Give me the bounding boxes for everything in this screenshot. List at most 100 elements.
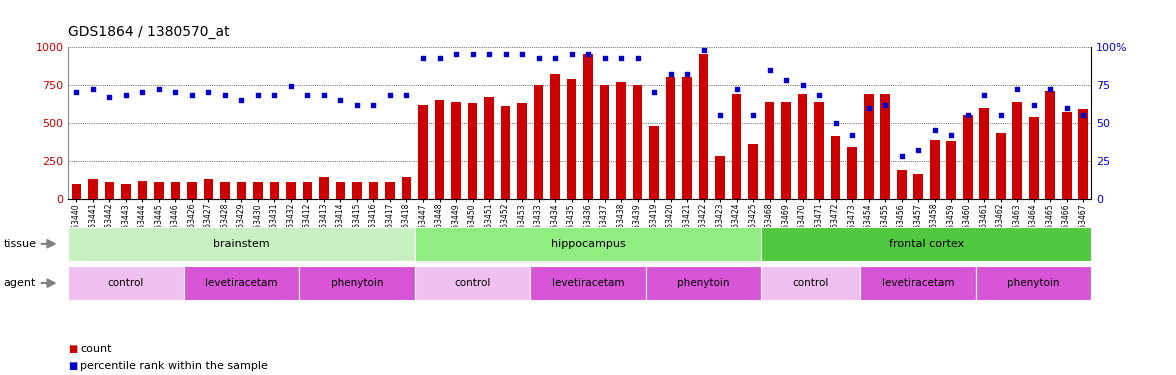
Point <box>447 51 466 57</box>
Point <box>628 54 647 60</box>
Point <box>1057 105 1076 111</box>
Bar <box>72 184 81 199</box>
Bar <box>600 85 609 199</box>
Text: agent: agent <box>4 278 36 288</box>
Bar <box>435 100 445 199</box>
Bar <box>699 54 708 199</box>
Bar <box>633 85 642 199</box>
Point <box>926 128 944 134</box>
Bar <box>616 82 626 199</box>
Text: phenytoin: phenytoin <box>677 278 730 288</box>
Bar <box>236 182 247 199</box>
Point <box>612 54 630 60</box>
Text: phenytoin: phenytoin <box>330 278 383 288</box>
Point <box>793 82 811 88</box>
Bar <box>269 182 280 199</box>
Point <box>133 90 152 96</box>
Point <box>496 51 515 57</box>
Point <box>876 102 895 108</box>
Point <box>381 93 400 99</box>
Point <box>1041 86 1060 92</box>
Text: percentile rank within the sample: percentile rank within the sample <box>80 361 268 370</box>
Bar <box>896 170 907 199</box>
Point <box>991 112 1010 118</box>
Bar <box>847 147 857 199</box>
Bar <box>485 97 494 199</box>
Bar <box>187 182 196 199</box>
Bar <box>352 182 362 199</box>
Point <box>199 90 218 96</box>
Bar <box>385 182 395 199</box>
Bar <box>286 182 296 199</box>
Text: hippocampus: hippocampus <box>550 239 626 249</box>
Point <box>265 93 283 99</box>
Point <box>397 93 416 99</box>
Text: GDS1864 / 1380570_at: GDS1864 / 1380570_at <box>68 26 229 39</box>
Bar <box>417 105 428 199</box>
Point <box>710 112 729 118</box>
Point <box>1074 112 1093 118</box>
Bar <box>963 115 973 199</box>
Point <box>809 93 828 99</box>
Point <box>677 71 696 77</box>
Bar <box>764 102 775 199</box>
Point <box>314 93 334 99</box>
Bar <box>715 156 724 199</box>
Bar <box>929 140 940 199</box>
Point <box>166 90 185 96</box>
Bar <box>947 141 956 199</box>
Text: ■: ■ <box>68 344 78 354</box>
Bar <box>452 102 461 199</box>
Point <box>348 102 367 108</box>
Point <box>67 90 86 96</box>
Bar <box>1029 117 1038 199</box>
Text: levetiracetam: levetiracetam <box>552 278 624 288</box>
Bar <box>814 102 824 199</box>
Point <box>149 86 168 92</box>
Bar <box>401 177 412 199</box>
Point <box>975 93 994 99</box>
Point <box>100 94 119 100</box>
Bar <box>138 180 147 199</box>
Point <box>546 54 564 60</box>
Point <box>480 51 499 57</box>
Bar <box>567 79 576 199</box>
Bar <box>797 94 808 199</box>
Bar <box>302 182 313 199</box>
Bar <box>154 182 163 199</box>
Bar <box>1062 112 1071 199</box>
Bar <box>534 85 543 199</box>
Point <box>579 51 597 57</box>
Bar <box>1013 102 1022 199</box>
Bar <box>105 182 114 199</box>
Text: phenytoin: phenytoin <box>1008 278 1060 288</box>
Bar <box>583 54 593 199</box>
Point <box>776 77 795 83</box>
Point <box>958 112 977 118</box>
Bar <box>880 94 890 199</box>
Bar <box>220 182 230 199</box>
Bar <box>319 177 329 199</box>
Point <box>182 93 201 99</box>
Point <box>942 132 961 138</box>
Bar <box>682 77 691 199</box>
Point <box>232 97 250 103</box>
Point <box>826 120 844 126</box>
Text: count: count <box>80 344 112 354</box>
Bar <box>781 102 791 199</box>
Text: frontal cortex: frontal cortex <box>889 239 964 249</box>
Bar <box>863 94 874 199</box>
Point <box>727 86 746 92</box>
Point <box>529 54 548 60</box>
Point <box>332 97 350 103</box>
Text: control: control <box>108 278 145 288</box>
Text: levetiracetam: levetiracetam <box>206 278 278 288</box>
Point <box>893 153 911 159</box>
Point <box>909 147 928 153</box>
Point <box>463 51 482 57</box>
Bar <box>649 126 659 199</box>
Point <box>365 102 383 108</box>
Bar <box>1078 109 1088 199</box>
Point <box>1008 86 1027 92</box>
Point <box>83 86 102 92</box>
